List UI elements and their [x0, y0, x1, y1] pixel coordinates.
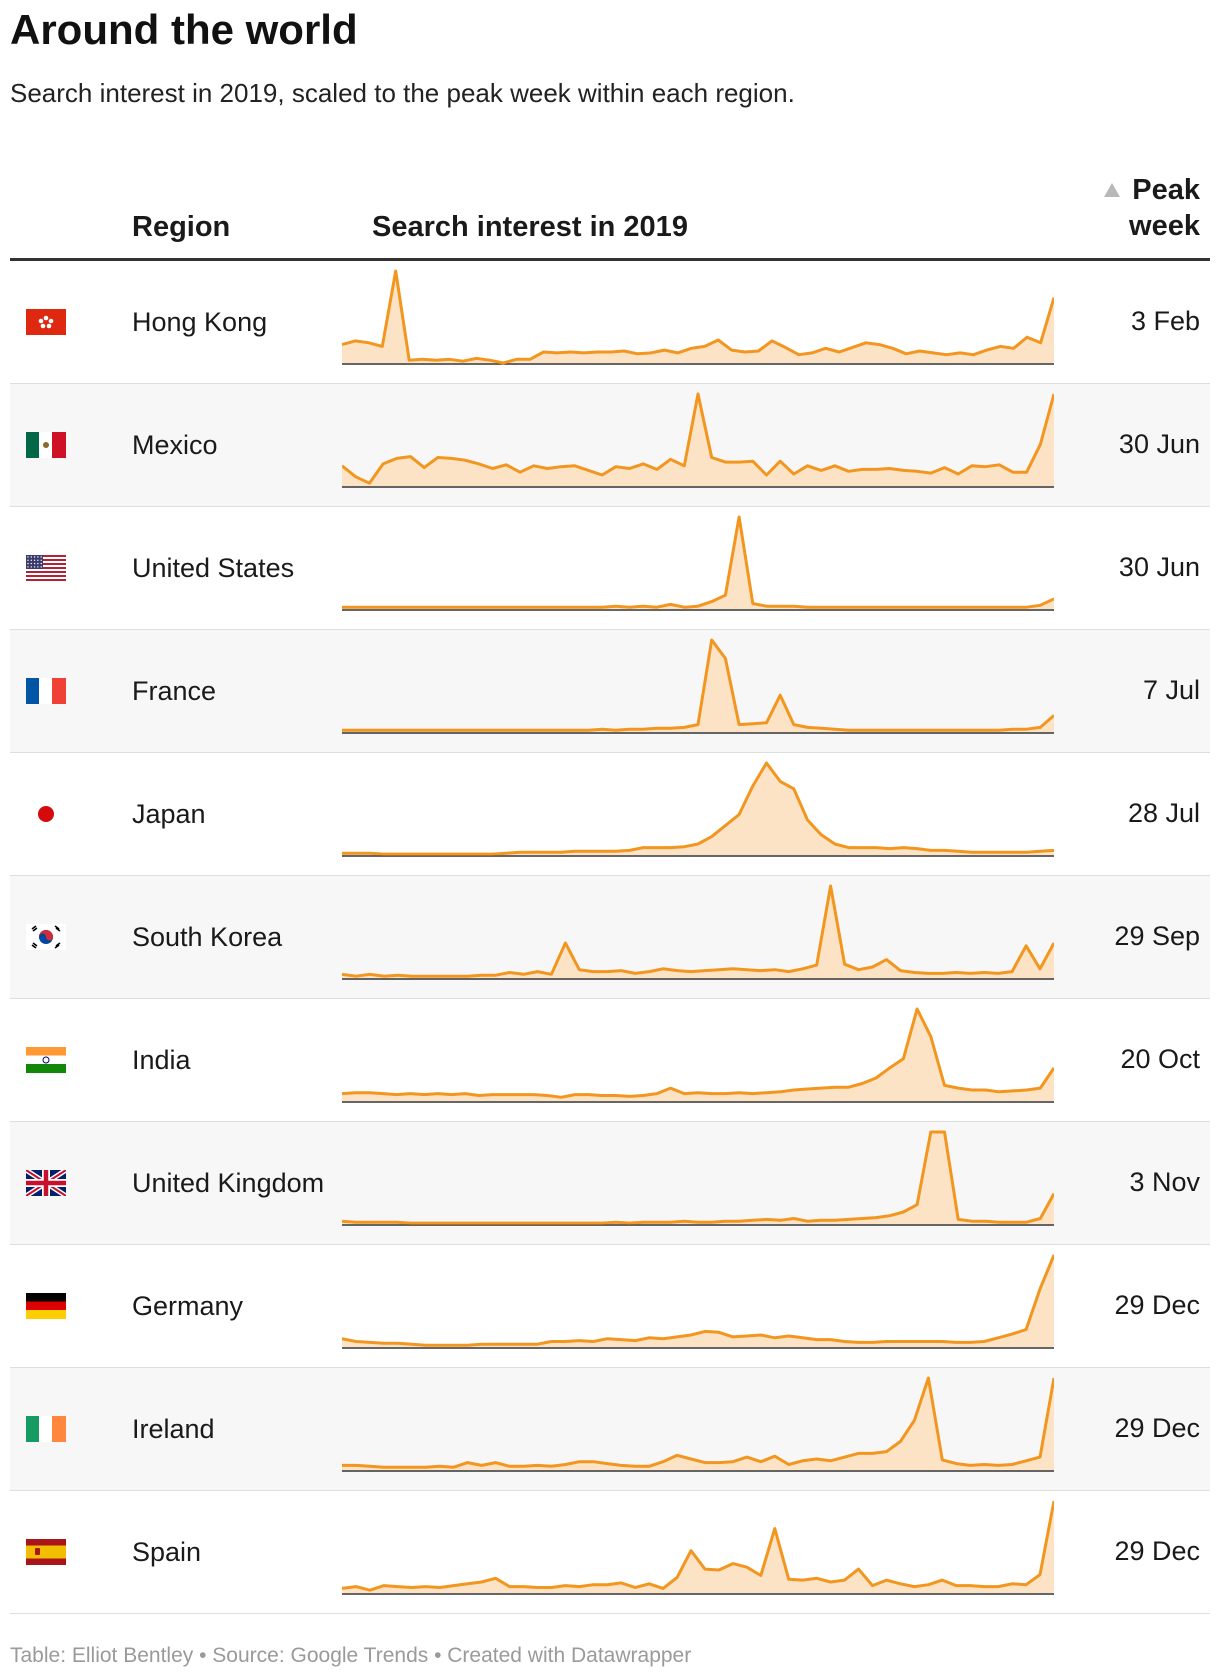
peak-week-value: 29 Sep	[1114, 921, 1200, 951]
chart-title: Around the world	[10, 6, 358, 53]
sparkline-area	[342, 763, 1054, 855]
sparkline-line	[342, 392, 1054, 485]
peak-week-value: 29 Dec	[1114, 1413, 1200, 1443]
table-row-france: France 7 Jul	[10, 630, 1210, 753]
peak-week-value: 3 Nov	[1129, 1167, 1200, 1197]
peak-week-value: 28 Jul	[1127, 798, 1200, 828]
table-row-mexico: Mexico 30 Jun	[10, 384, 1210, 507]
peak-header-line1: Peak	[1132, 174, 1200, 206]
sparkline-line	[342, 1500, 1054, 1592]
sparkline-area	[342, 886, 1054, 978]
region-name: United States	[132, 552, 295, 583]
mexico-flag-icon	[26, 432, 66, 458]
sparkline-south-korea	[342, 884, 1054, 980]
sparkline-line	[342, 1007, 1054, 1099]
india-flag-icon	[26, 1047, 66, 1073]
table-row-germany: Germany 29 Dec	[10, 1245, 1210, 1368]
sparkline-france	[342, 638, 1054, 734]
sparkline-line	[342, 1130, 1054, 1225]
sparkline-line	[342, 269, 1054, 365]
sort-ascending-triangle-icon	[1104, 183, 1121, 197]
region-name: France	[132, 675, 217, 706]
sparkline-area	[342, 271, 1054, 363]
sparkline-line	[342, 638, 1054, 732]
table-row-united-states: United States 30 Jun	[10, 507, 1210, 630]
sparkline-area	[342, 1378, 1054, 1470]
region-name: United Kingdom	[132, 1167, 325, 1198]
table-row-india: India 20 Oct	[10, 999, 1210, 1122]
france-flag-icon	[26, 678, 66, 704]
region-name: Ireland	[132, 1413, 215, 1444]
region-name: South Korea	[132, 921, 283, 952]
sparkline-line	[342, 761, 1054, 856]
peak-week-value: 30 Jun	[1118, 429, 1200, 459]
table-row-ireland: Ireland 29 Dec	[10, 1368, 1210, 1491]
table-row-spain: Spain 29 Dec	[10, 1491, 1210, 1614]
hong-kong-flag-icon	[26, 309, 66, 335]
peak-week-value: 29 Dec	[1114, 1290, 1200, 1320]
table-row-japan: Japan 28 Jul	[10, 753, 1210, 876]
region-name: Hong Kong	[132, 306, 268, 337]
sparkline-united-states	[342, 515, 1054, 611]
column-header-search-interest[interactable]: Search interest in 2019	[372, 211, 688, 243]
sparkline-ireland	[342, 1376, 1054, 1472]
germany-flag-icon	[26, 1293, 66, 1319]
japan-flag-icon	[26, 801, 66, 827]
peak-header-line2: week	[1129, 210, 1200, 242]
sparkline-line	[342, 515, 1054, 609]
sparkline-germany	[342, 1254, 1054, 1349]
sparkline-area	[342, 517, 1054, 609]
chart-footer: Table: Elliot Bentley • Source: Google T…	[10, 1644, 692, 1667]
peak-week-value: 7 Jul	[1142, 675, 1200, 705]
peak-week-value: 20 Oct	[1120, 1044, 1200, 1074]
sparkline-spain	[342, 1500, 1054, 1595]
sparkline-japan	[342, 761, 1054, 857]
region-name: Germany	[132, 1290, 244, 1321]
region-name: India	[132, 1044, 191, 1075]
chart-subtitle: Search interest in 2019, scaled to the p…	[10, 78, 795, 108]
region-name: Mexico	[132, 429, 218, 460]
sparkline-united-kingdom	[342, 1130, 1054, 1226]
table-body: Hong Kong 3 Feb Mexico 30 Jun United States 3…	[10, 261, 1210, 1614]
column-header-peak-week[interactable]: Peak week	[1104, 172, 1200, 244]
sparkline-line	[342, 1376, 1054, 1469]
spain-flag-icon	[26, 1539, 66, 1565]
sparkline-india	[342, 1007, 1054, 1103]
peak-week-value: 30 Jun	[1118, 552, 1200, 582]
united-states-flag-icon	[26, 555, 66, 581]
table-row-hong-kong: Hong Kong 3 Feb	[10, 261, 1210, 384]
sparkline-line	[342, 884, 1054, 978]
peak-week-value: 29 Dec	[1114, 1536, 1200, 1566]
peak-week-value: 3 Feb	[1130, 306, 1200, 336]
united-kingdom-flag-icon	[26, 1170, 66, 1196]
column-header-region[interactable]: Region	[132, 211, 231, 243]
region-name: Japan	[132, 798, 206, 829]
table-row-south-korea: South Korea 29 Sep	[10, 876, 1210, 999]
sparkline-line	[342, 1254, 1054, 1347]
ireland-flag-icon	[26, 1416, 66, 1442]
table-row-united-kingdom: United Kingdom 3 Nov	[10, 1122, 1210, 1245]
sparkline-area	[342, 1501, 1054, 1593]
sparkline-area	[342, 394, 1054, 486]
south-korea-flag-icon	[26, 924, 66, 950]
sparkline-hong-kong	[342, 269, 1054, 365]
sparkline-mexico	[342, 392, 1054, 488]
table-header: Region Search interest in 2019 Peak week	[10, 150, 1210, 261]
region-name: Spain	[132, 1536, 202, 1567]
